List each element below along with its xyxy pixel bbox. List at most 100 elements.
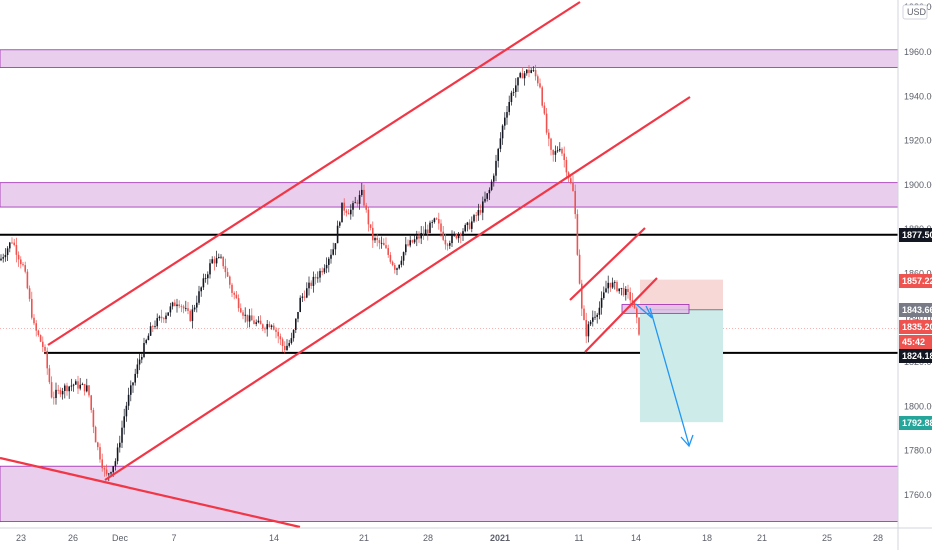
candle-body [193, 307, 196, 310]
candle-body [165, 315, 167, 320]
candle-body [292, 329, 295, 339]
price-tag-label: 1877.50 [902, 230, 932, 240]
candle-body [600, 297, 603, 308]
candle-body [323, 268, 326, 273]
candle-body [310, 282, 312, 286]
candle-body [15, 245, 18, 255]
candle-body [596, 314, 598, 317]
time-tick-label: 18 [702, 533, 712, 543]
candle-body [605, 288, 607, 293]
price-tag[interactable] [899, 416, 932, 430]
price-tick-label: 1760.00 [904, 490, 932, 500]
trendline[interactable] [47, 1, 581, 346]
candle-body [365, 205, 367, 210]
candle-body [495, 160, 497, 176]
candle-body [94, 426, 97, 443]
candle-body [138, 359, 141, 365]
candle-body [158, 316, 161, 319]
candle-body [99, 447, 101, 460]
trendline[interactable] [104, 96, 691, 481]
trendline[interactable] [569, 227, 646, 301]
candle-body [163, 318, 165, 320]
candle-body [68, 386, 70, 392]
candle-body [407, 244, 409, 246]
candle-body [534, 70, 537, 77]
candle-body [440, 223, 442, 232]
candle-body [363, 189, 365, 206]
supply-demand-zone[interactable] [0, 49, 899, 68]
candle-body [510, 92, 513, 103]
candle-body [424, 229, 427, 235]
candle-body [572, 182, 574, 192]
candle-body [125, 405, 128, 417]
candle-body [97, 442, 99, 448]
price-tag[interactable] [899, 228, 932, 242]
candle-body [160, 316, 163, 319]
price-tick-label: 1860.00 [904, 269, 932, 279]
candle-body [633, 302, 636, 309]
price-tag[interactable] [899, 349, 932, 363]
candle-body [306, 288, 308, 298]
candle-body [446, 244, 449, 246]
candle-body [523, 73, 526, 79]
price-tick-label: 1960.00 [904, 47, 932, 57]
time-tick-label: 14 [269, 533, 279, 543]
projection-path[interactable] [635, 303, 653, 319]
candle-body [20, 259, 22, 265]
price-tag[interactable] [899, 320, 932, 334]
trendline[interactable] [584, 277, 658, 353]
candle-body [50, 382, 53, 398]
candle-body [352, 203, 354, 210]
candle-body [156, 318, 158, 327]
candle-body [11, 242, 13, 244]
candle-body [391, 261, 394, 266]
candle-body [545, 113, 548, 133]
candle-body [422, 232, 425, 235]
supply-demand-zone[interactable] [0, 182, 899, 208]
candle-body [2, 257, 4, 259]
price-tag[interactable] [899, 303, 932, 317]
entry-zone-box[interactable] [621, 304, 690, 314]
price-tag[interactable] [899, 335, 932, 349]
candle-body [598, 307, 601, 315]
candle-body [273, 325, 275, 330]
candle-body [396, 268, 398, 270]
currency-badge[interactable] [902, 4, 928, 20]
candle-body [59, 389, 62, 395]
candle-body [231, 284, 233, 293]
candle-body [341, 202, 343, 223]
candle-body [631, 300, 634, 303]
trendline[interactable] [0, 456, 301, 529]
candle-body [519, 73, 521, 78]
candle-body [471, 221, 473, 229]
candle-body [508, 102, 510, 113]
supply-demand-zone[interactable] [0, 465, 899, 522]
candle-body [303, 296, 306, 298]
candle-body [484, 198, 486, 202]
candle-body [207, 274, 209, 279]
candle-body [405, 244, 407, 253]
candle-body [413, 239, 416, 243]
price-tag[interactable] [899, 274, 932, 288]
candle-body [530, 70, 532, 73]
candle-body [281, 339, 284, 347]
time-tick-label: 21 [359, 533, 369, 543]
take-profit-zone[interactable] [640, 309, 723, 423]
candle-body [457, 234, 460, 239]
candle-body [429, 222, 431, 233]
candle-body [552, 149, 554, 155]
candle-body [4, 254, 7, 258]
candle-body [112, 466, 114, 473]
projection-arrow[interactable] [649, 307, 690, 446]
candle-body [321, 270, 323, 273]
candle-body [554, 151, 557, 155]
candle-body [79, 384, 81, 389]
candle-body [262, 324, 264, 329]
candle-body [268, 324, 271, 328]
candle-body [594, 316, 596, 318]
candle-body [141, 356, 143, 360]
candle-body [211, 259, 213, 264]
candle-body [387, 248, 389, 255]
